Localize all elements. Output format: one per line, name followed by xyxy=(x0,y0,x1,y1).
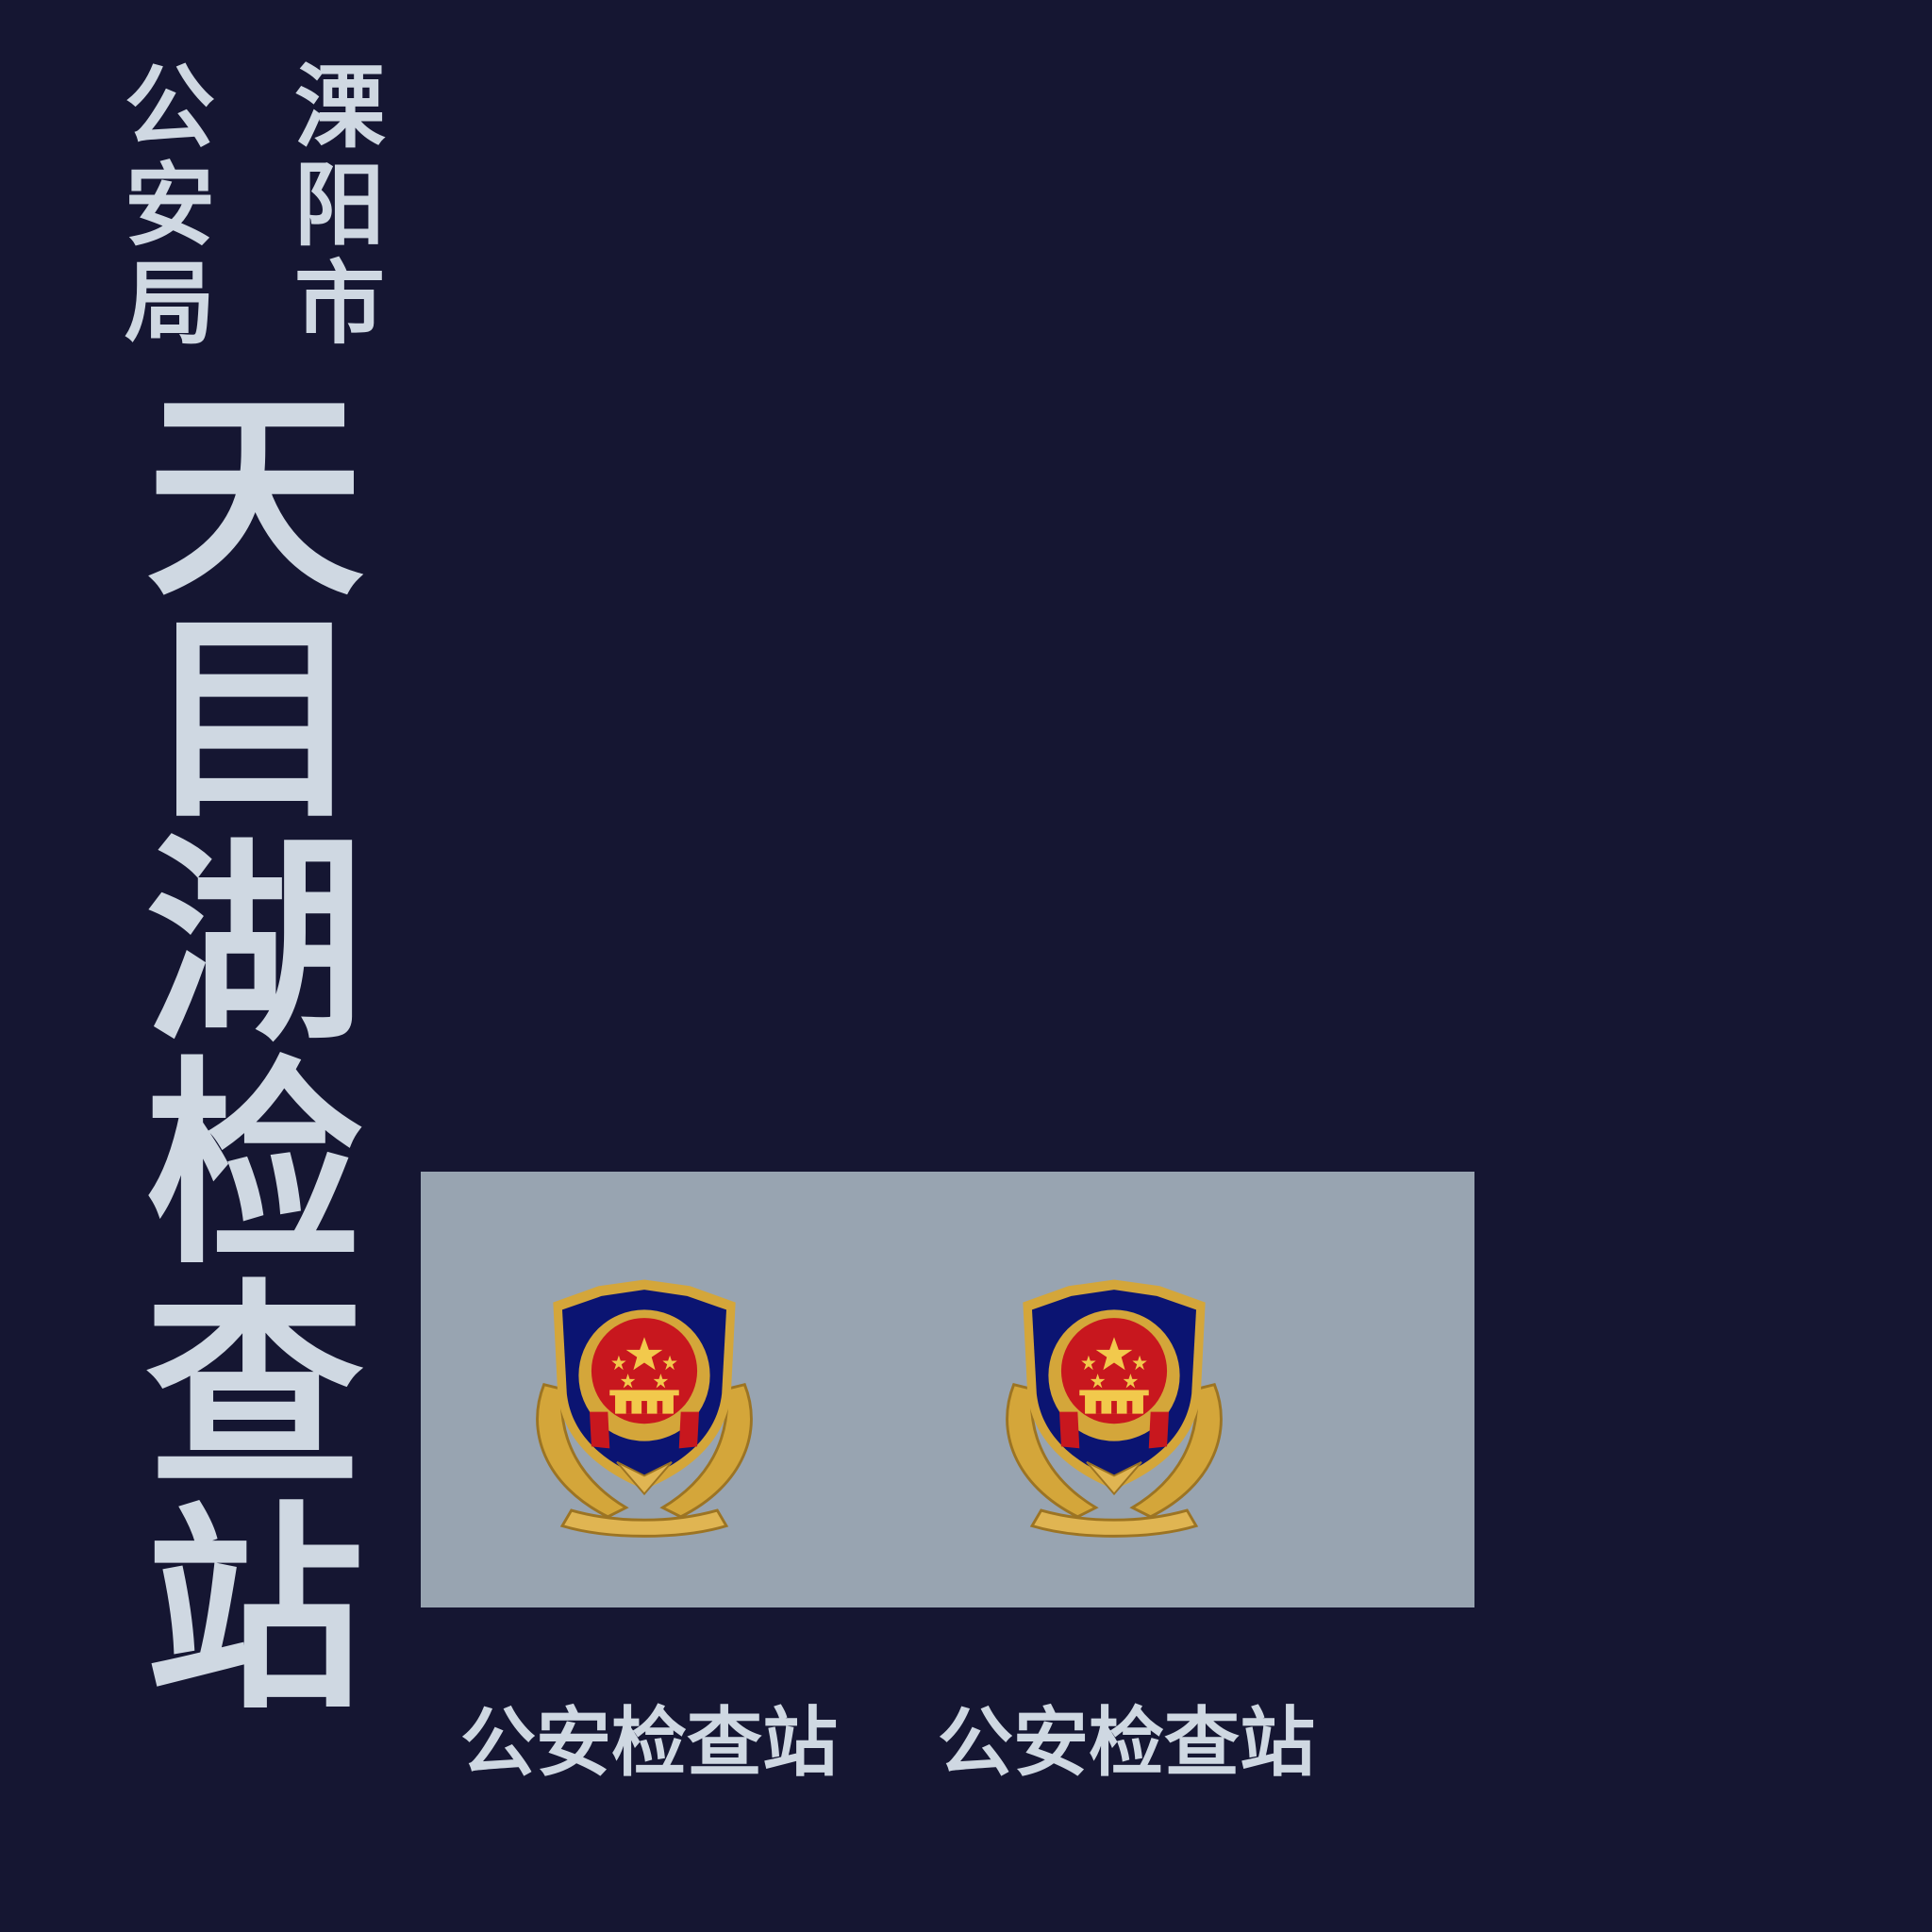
bureau-char: 安 xyxy=(125,153,215,258)
title-char: 天 xyxy=(144,371,364,625)
station-title-vertical: 天 目 湖 检 查 站 xyxy=(132,387,377,1723)
police-emblem-icon xyxy=(1006,1279,1223,1538)
city-name-vertical: 溧 阳 市 xyxy=(283,58,396,353)
title-char: 目 xyxy=(144,593,364,848)
city-char: 阳 xyxy=(294,153,385,258)
bureau-char: 局 xyxy=(125,251,215,357)
emblem-caption: 公安检查站 xyxy=(938,1699,1315,1787)
title-char: 站 xyxy=(144,1484,364,1739)
title-char: 查 xyxy=(144,1261,364,1516)
title-char: 检 xyxy=(144,1039,364,1293)
city-char: 市 xyxy=(294,251,385,357)
emblem-panel xyxy=(421,1172,1474,1607)
emblem-caption: 公安检查站 xyxy=(460,1699,838,1787)
bureau-name-vertical: 公 安 局 xyxy=(113,58,226,353)
police-emblem-icon xyxy=(536,1279,753,1538)
bureau-char: 公 xyxy=(125,55,215,160)
title-char: 湖 xyxy=(144,816,364,1071)
city-char: 溧 xyxy=(294,55,385,160)
